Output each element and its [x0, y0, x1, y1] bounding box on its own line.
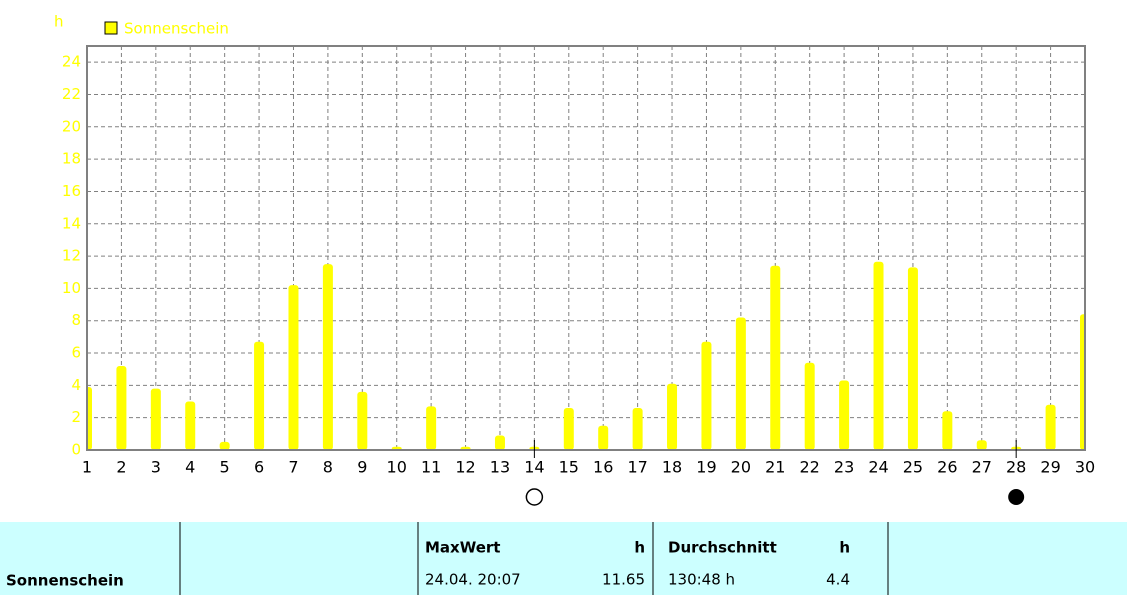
y-tick-label: 4: [71, 376, 81, 394]
x-tick-label: 8: [323, 458, 333, 477]
x-tick-label: 3: [151, 458, 161, 477]
bar: [804, 362, 815, 450]
bar: [942, 411, 953, 450]
x-tick-label: 2: [116, 458, 126, 477]
new-moon: [1008, 489, 1025, 505]
y-tick-label: 0: [71, 441, 81, 459]
y-tick-label: 18: [62, 150, 81, 168]
bar: [185, 401, 196, 450]
y-axis-label: h: [54, 13, 64, 31]
x-tick-label: 26: [937, 458, 957, 477]
bar: [219, 441, 230, 450]
bar: [735, 317, 746, 450]
x-tick-label: 4: [185, 458, 195, 477]
table-cell: Sonnenschein: [6, 572, 124, 590]
y-tick-label: 2: [71, 408, 81, 426]
x-tick-label: 10: [387, 458, 407, 477]
bar: [667, 383, 678, 450]
table-cell: 24.04. 20:07: [425, 571, 521, 589]
bar: [770, 265, 781, 450]
x-tick-label: 20: [731, 458, 751, 477]
x-tick-label: 11: [421, 458, 441, 477]
bar: [288, 285, 299, 450]
table-cell: Durchschnitt: [668, 539, 777, 557]
full-moon: [525, 488, 544, 506]
x-tick-label: 19: [696, 458, 716, 477]
x-tick-label: 21: [765, 458, 785, 477]
bar: [598, 425, 609, 450]
table-cell: 130:48 h: [668, 571, 735, 589]
x-tick-label: 6: [254, 458, 264, 477]
x-tick-label: 16: [593, 458, 613, 477]
y-tick-label: 14: [62, 214, 81, 232]
bar: [494, 435, 505, 450]
bar: [150, 388, 161, 450]
bar: [873, 261, 884, 450]
x-tick-label: 13: [490, 458, 510, 477]
x-tick-label: 5: [220, 458, 230, 477]
y-tick-label: 20: [62, 117, 81, 135]
bar: [1080, 314, 1085, 450]
plot-frame: [86, 45, 1086, 451]
x-tick-label: 28: [1006, 458, 1026, 477]
y-tick-label: 16: [62, 182, 81, 200]
table-bg: [0, 522, 1127, 595]
y-tick-label: 22: [62, 85, 81, 103]
bar: [426, 406, 437, 450]
x-tick-label: 25: [903, 458, 923, 477]
x-tick-label: 12: [455, 458, 475, 477]
legend-label: Sonnenschein: [124, 20, 229, 38]
table-cell: 4.4: [826, 571, 850, 589]
y-tick-label: 12: [62, 247, 81, 265]
x-tick-label: 29: [1040, 458, 1060, 477]
table-cell: 11.65: [602, 571, 645, 589]
x-tick-label: 15: [559, 458, 579, 477]
x-tick-label: 17: [627, 458, 647, 477]
x-tick-label: 18: [662, 458, 682, 477]
bar: [1045, 404, 1056, 450]
x-tick-label: 22: [800, 458, 820, 477]
x-tick-label: 14: [524, 458, 544, 477]
x-tick-label: 24: [868, 458, 888, 477]
table-cell: h: [634, 539, 645, 557]
y-tick-label: 6: [71, 344, 81, 362]
bar: [254, 341, 265, 450]
bar: [322, 264, 333, 450]
table-cell: h: [839, 539, 850, 557]
bar: [907, 267, 918, 450]
y-tick-label: 10: [62, 279, 81, 297]
y-tick-label: 24: [62, 53, 81, 71]
bar: [87, 386, 92, 450]
bar: [116, 365, 127, 450]
bar: [976, 440, 987, 450]
y-tick-label: 8: [71, 311, 81, 329]
bar: [701, 341, 712, 450]
table-cell: MaxWert: [425, 539, 500, 557]
bar: [632, 407, 643, 450]
bar: [839, 380, 850, 450]
x-tick-label: 23: [834, 458, 854, 477]
bar: [563, 407, 574, 450]
legend-swatch: [104, 21, 118, 35]
bar: [357, 391, 368, 450]
x-tick-label: 1: [82, 458, 92, 477]
x-tick-label: 27: [972, 458, 992, 477]
x-tick-label: 7: [288, 458, 298, 477]
x-tick-label: 9: [357, 458, 367, 477]
x-tick-label: 30: [1075, 458, 1095, 477]
